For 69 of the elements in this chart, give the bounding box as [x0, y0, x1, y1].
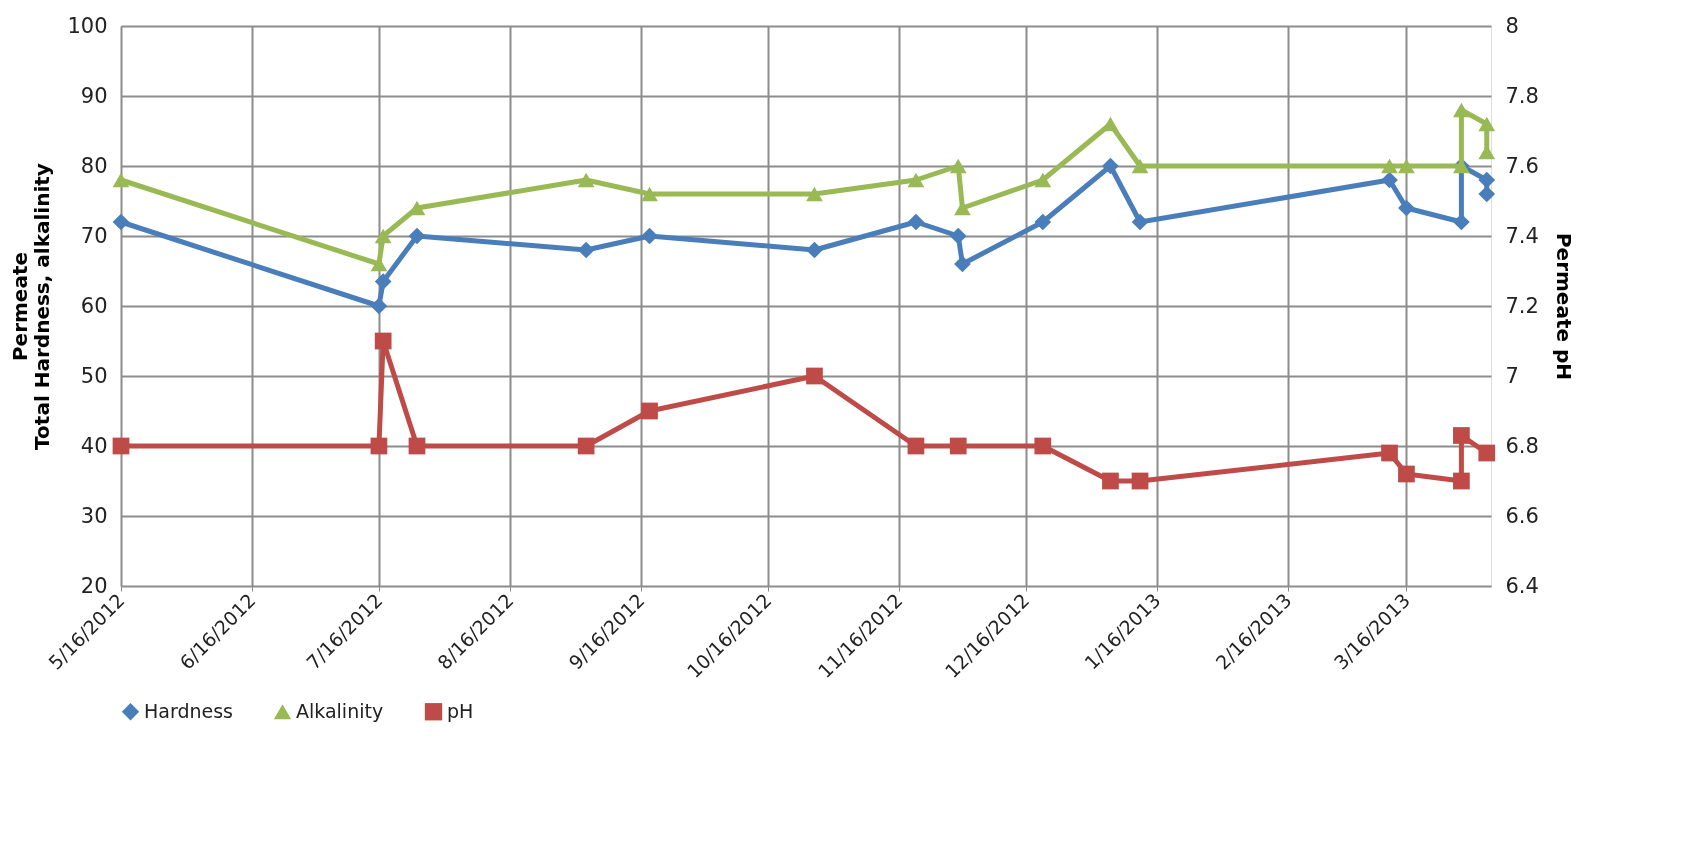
point: [1131, 472, 1149, 490]
point: [949, 227, 967, 245]
point: [370, 297, 388, 315]
y-tick-label: 40: [80, 433, 108, 458]
point: [949, 437, 967, 455]
point: [641, 227, 658, 245]
point: [1381, 444, 1398, 462]
y2-tick-label: 7.8: [1505, 83, 1539, 108]
point: [1034, 172, 1052, 188]
point: [806, 241, 823, 259]
legend-label: pH: [447, 699, 474, 722]
y-tick-label: 50: [80, 363, 108, 388]
point: [1381, 171, 1398, 189]
point: [577, 172, 595, 188]
y2-tick-label: 6.4: [1505, 573, 1539, 598]
point: [112, 213, 130, 231]
point: [1034, 437, 1052, 455]
point: [806, 186, 823, 202]
y2-tick-label: 6.8: [1505, 433, 1539, 458]
point: [1102, 472, 1119, 490]
y2-tick-label: 7.4: [1505, 223, 1539, 248]
point: [949, 158, 967, 174]
point: [1131, 213, 1149, 231]
y2-tick-label: 7: [1505, 363, 1519, 388]
y-tick-label: 100: [67, 13, 108, 38]
point: [1453, 427, 1470, 444]
point: [907, 213, 925, 231]
point: [1478, 116, 1496, 132]
point: [1381, 158, 1398, 174]
y-tick-label: 80: [80, 153, 108, 178]
point: [907, 437, 925, 455]
point: [907, 172, 925, 188]
y2-axis-title: Permeate pH: [1551, 232, 1576, 381]
point: [641, 402, 658, 420]
y2-tick-label: 8: [1505, 13, 1519, 38]
point: [1453, 102, 1470, 118]
point: [1398, 158, 1415, 174]
y-tick-label: 60: [80, 293, 108, 318]
point: [954, 255, 971, 273]
point: [1398, 465, 1415, 483]
point: [1478, 171, 1496, 189]
point: [374, 273, 392, 290]
point: [1478, 444, 1496, 462]
point: [408, 437, 426, 455]
point: [112, 172, 130, 188]
point: [408, 227, 426, 245]
y2-tick-label: 7.2: [1505, 293, 1539, 318]
y-tick-label: 30: [80, 503, 108, 528]
point: [577, 437, 595, 455]
point: [1102, 157, 1119, 175]
point: [374, 332, 392, 350]
legend-label: Hardness: [144, 699, 233, 722]
point: [806, 367, 823, 385]
point: [1398, 199, 1415, 217]
y-tick-label: 20: [80, 573, 108, 598]
point: [112, 437, 130, 455]
y-tick-label: 90: [80, 83, 108, 108]
y-axis-title: Permeate Total Hardness, alkalinity: [8, 163, 55, 450]
y2-tick-label: 6.6: [1505, 503, 1539, 528]
y-tick-label: 70: [80, 223, 108, 248]
point: [1034, 213, 1052, 231]
legend-label: Alkalinity: [296, 699, 384, 722]
point: [1453, 472, 1470, 490]
point: [370, 437, 388, 455]
point: [1478, 185, 1496, 203]
y2-tick-label: 7.6: [1505, 153, 1539, 178]
point: [374, 228, 392, 244]
point: [641, 186, 658, 202]
point: [1131, 158, 1149, 174]
